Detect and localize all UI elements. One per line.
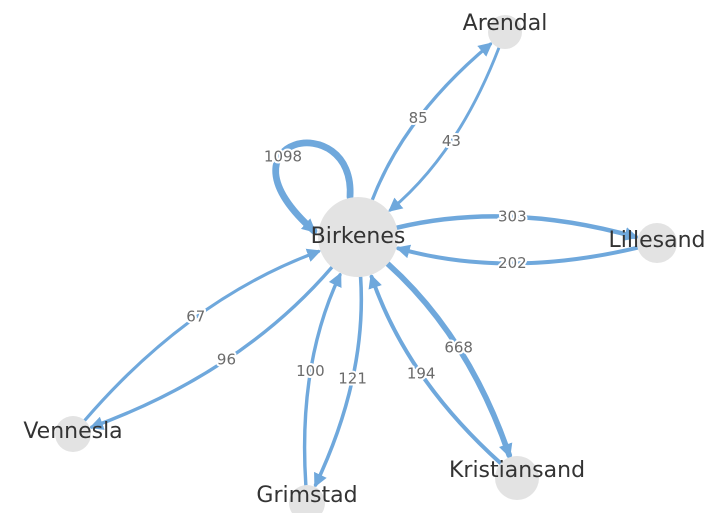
edge (368, 274, 503, 466)
node-label: Arendal (463, 11, 548, 36)
edge (272, 139, 354, 235)
edge (388, 46, 501, 212)
node (289, 485, 325, 513)
edge-label: 43 (442, 132, 461, 150)
edge (313, 275, 364, 488)
node-label: Grimstad (256, 483, 357, 508)
edge (384, 260, 513, 459)
edge-label: 1098 (264, 148, 302, 166)
nodes: Birkenes Arendal Lillesand Kristiansand Grim… (23, 11, 705, 513)
edge (370, 42, 493, 202)
edge-label: 96 (217, 350, 236, 368)
node-label: Kristiansand (449, 458, 585, 483)
node (55, 416, 91, 452)
edge-label: 85 (409, 109, 428, 127)
node (318, 197, 398, 277)
edge-label: 121 (338, 369, 367, 387)
node (495, 456, 539, 500)
edge (89, 265, 334, 430)
edge-label: 67 (186, 308, 205, 326)
edge-label: 194 (407, 365, 436, 383)
node-label: Birkenes (311, 224, 406, 249)
edge-label: 303 (498, 207, 527, 225)
edge-label: 668 (444, 339, 473, 357)
edge-labels: 1098 85 43 303 202 668 194 121 100 67 96 (184, 107, 528, 389)
edge-label: 202 (498, 254, 527, 272)
node (637, 223, 677, 263)
edge (83, 248, 322, 422)
edge (302, 272, 342, 487)
edge (394, 214, 639, 241)
node-label: Vennesla (23, 419, 122, 444)
node-label: Lillesand (609, 228, 706, 253)
node (488, 15, 522, 49)
edge (395, 244, 640, 266)
edge-label: 100 (296, 362, 325, 380)
edges (83, 42, 640, 488)
